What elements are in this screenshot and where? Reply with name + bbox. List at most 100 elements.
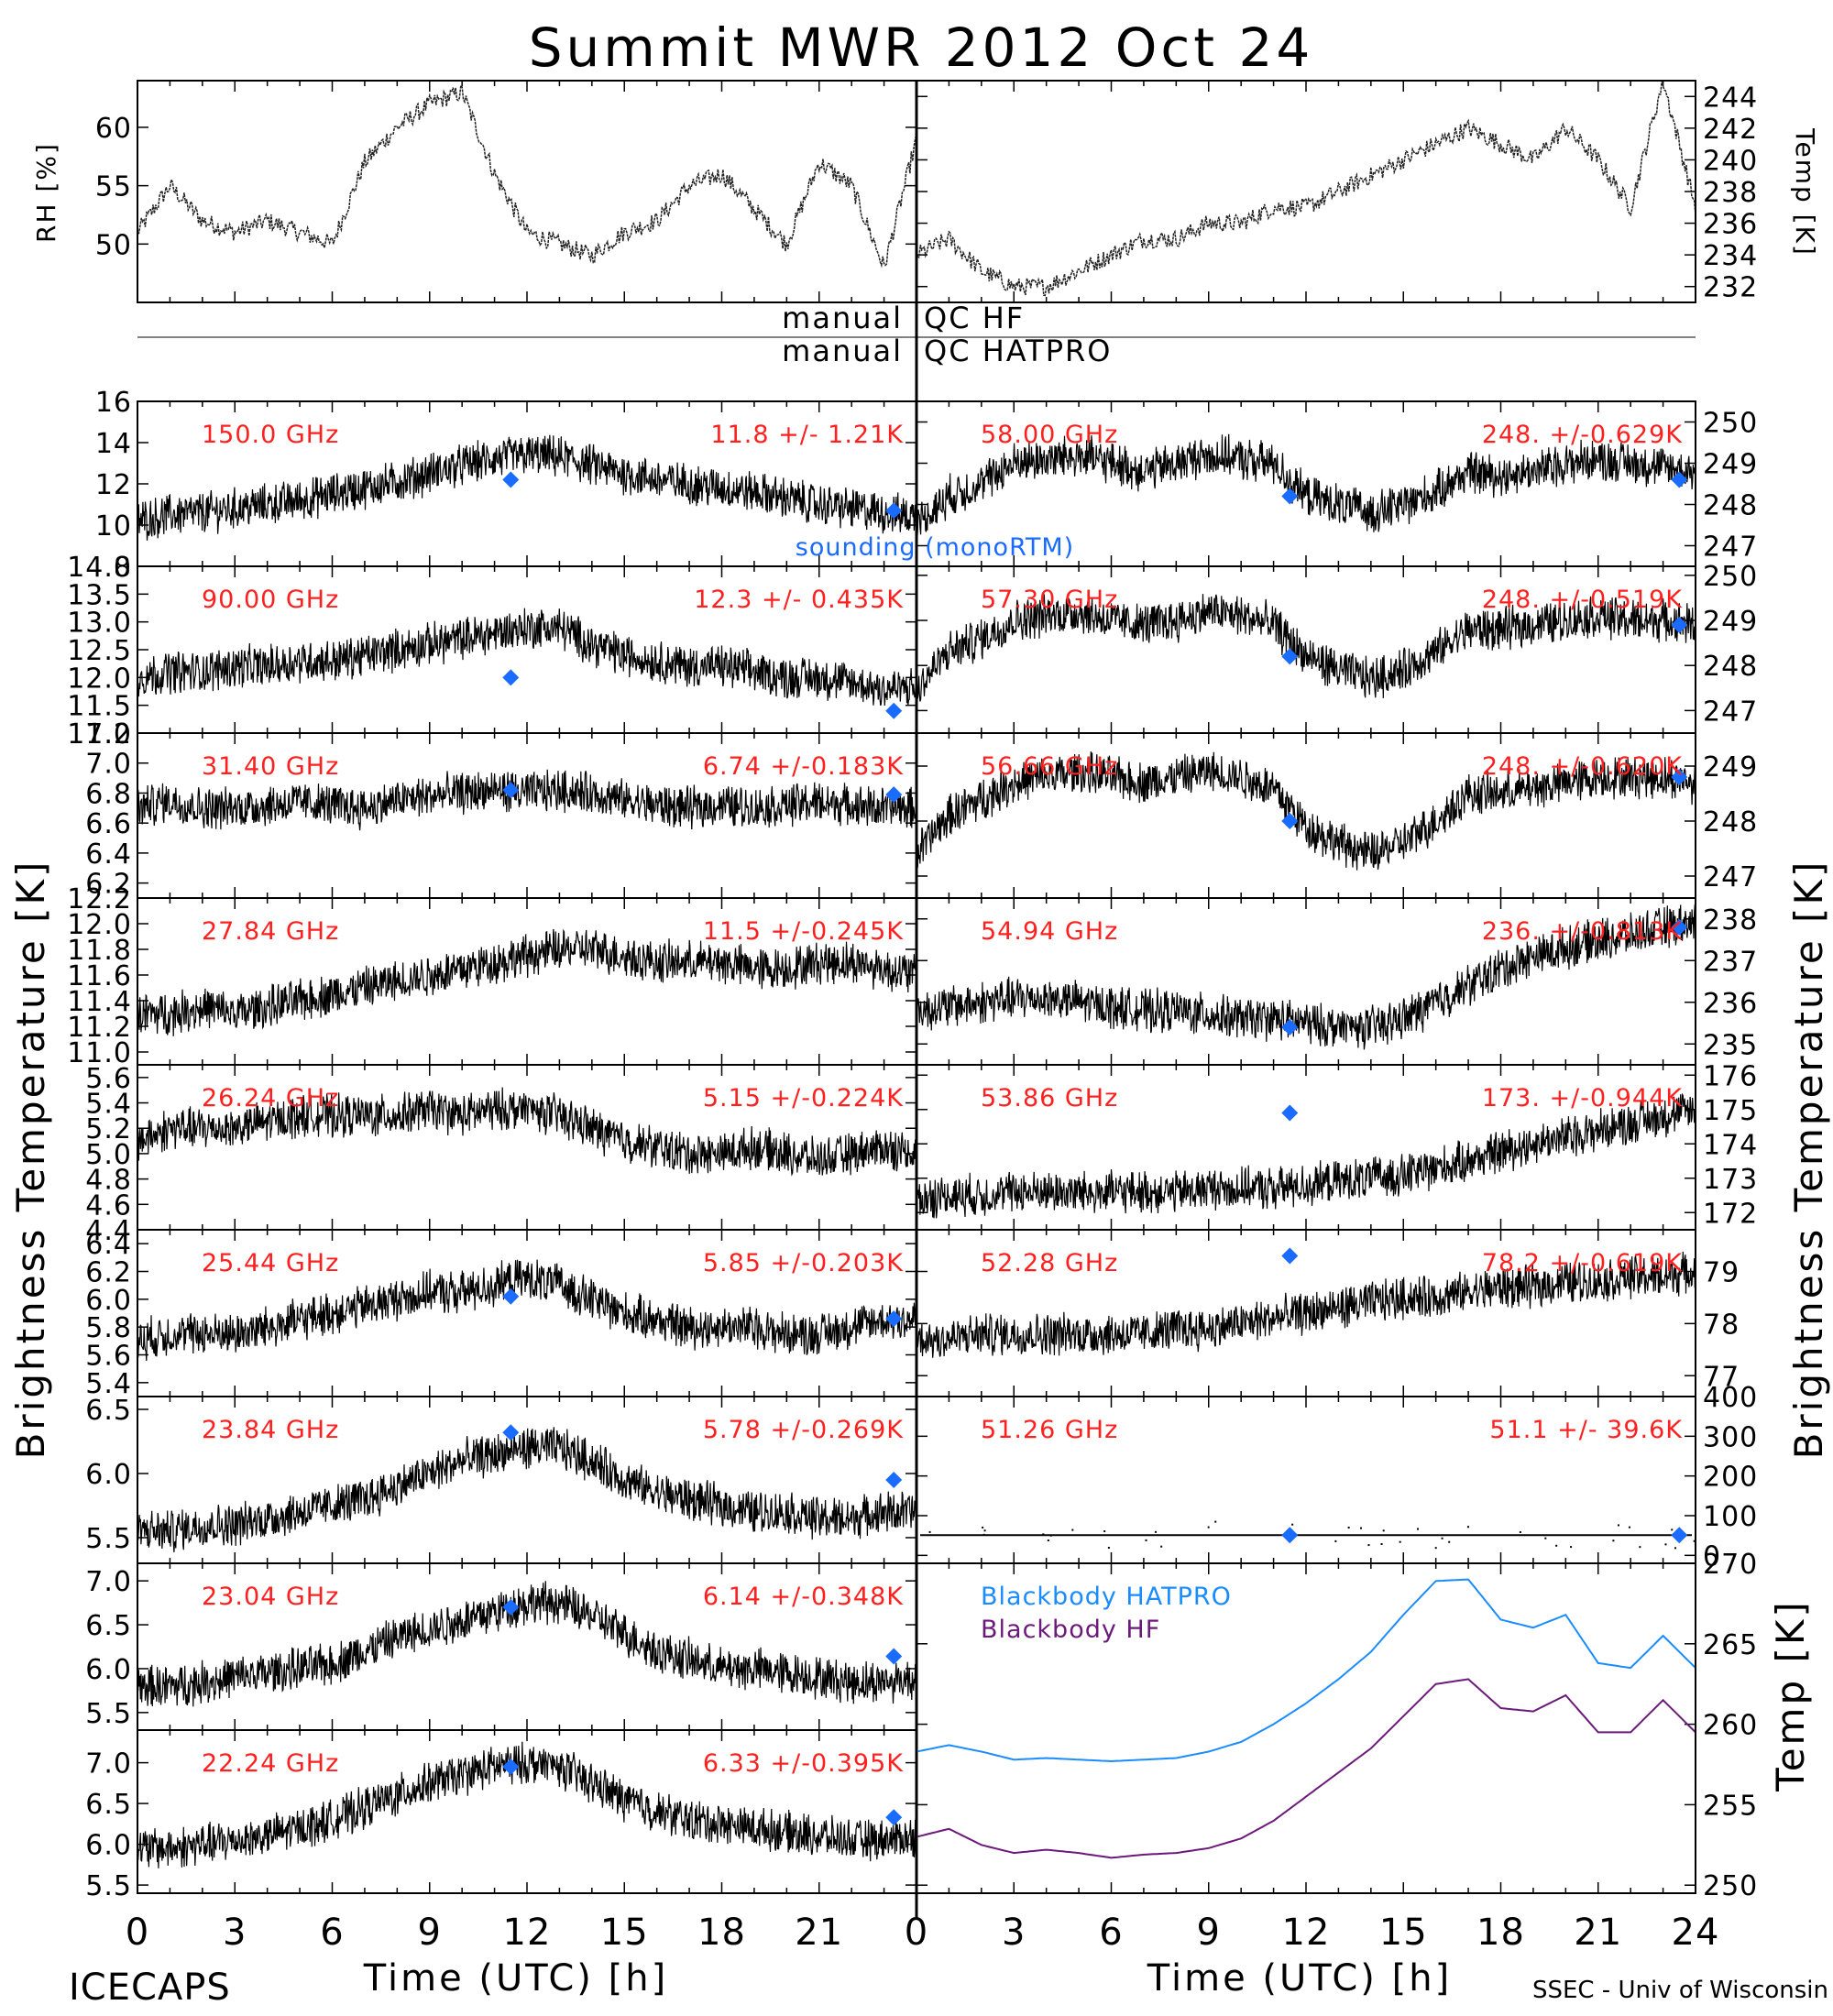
channel-label: 23.04 GHz bbox=[202, 1583, 339, 1611]
temp-frame bbox=[916, 80, 1696, 303]
data-trace bbox=[137, 1427, 916, 1552]
qc-label-left-1: manual bbox=[782, 301, 903, 335]
y-tick-label: 13.0 bbox=[67, 608, 132, 640]
data-point bbox=[1416, 1528, 1419, 1530]
y-tick-label: 6.8 bbox=[85, 778, 132, 810]
y-tick-label: 5.6 bbox=[85, 1341, 132, 1373]
y-tick-label: 8 bbox=[114, 552, 132, 584]
left-ylabel: Brightness Temperature [K] bbox=[8, 860, 53, 1460]
data-point bbox=[1071, 1528, 1074, 1531]
y-tick-label: 300 bbox=[1703, 1421, 1758, 1453]
y-tick-label: 248 bbox=[1703, 806, 1758, 838]
y-tick-label: 249 bbox=[1703, 606, 1758, 638]
data-trace bbox=[137, 434, 916, 541]
channel-panel-5800: 247 248 249 250 58.00 GHz 248. +/-0.629K bbox=[916, 401, 1757, 566]
data-point bbox=[1155, 1530, 1158, 1533]
channel-label: 26.24 GHz bbox=[202, 1084, 339, 1112]
x-tick-label: 15 bbox=[600, 1912, 649, 1954]
channel-stats: 5.15 +/-0.224K bbox=[703, 1084, 904, 1112]
y-tick-label: 78 bbox=[1703, 1309, 1740, 1341]
y-tick-label: 6.0 bbox=[85, 1285, 132, 1317]
data-point bbox=[1382, 1529, 1385, 1532]
y-tick-label: 5.4 bbox=[85, 1089, 132, 1121]
channel-panel-1500: 8 10 12 14 16 150.0 GHz 11.8 +/- 1.21K sounding… bbox=[95, 387, 1074, 584]
data-point bbox=[1367, 1544, 1370, 1547]
sounding-marker bbox=[1671, 616, 1688, 633]
channel-panel-5666: 247 248 249 56.66 GHz 248. +/-0.620K bbox=[916, 733, 1758, 898]
data-point bbox=[1570, 1546, 1573, 1549]
x-tick-label: 21 bbox=[1574, 1912, 1622, 1954]
y-tick-label: 265 bbox=[1703, 1629, 1758, 1661]
sounding-marker bbox=[1671, 1527, 1688, 1544]
channel-stats: 51.1 +/- 39.6K bbox=[1489, 1416, 1683, 1444]
sounding-marker bbox=[1281, 1019, 1299, 1036]
y-tick-label: 11.0 bbox=[67, 1037, 132, 1069]
temp-ylabel: Temp [K] bbox=[1790, 127, 1820, 257]
y-tick-label: 60 bbox=[95, 113, 132, 145]
y-tick-label: 200 bbox=[1703, 1462, 1758, 1494]
blackbody-series-line bbox=[916, 1678, 1696, 1859]
channel-stats: 5.85 +/-0.203K bbox=[703, 1249, 904, 1277]
channel-stats: 6.74 +/-0.183K bbox=[703, 752, 904, 781]
channel-label: 90.00 GHz bbox=[202, 586, 339, 614]
y-tick-label: 5.5 bbox=[85, 1523, 132, 1555]
footer-left: ICECAPS bbox=[69, 1967, 231, 2009]
y-tick-label: 100 bbox=[1703, 1501, 1758, 1533]
sounding-marker bbox=[502, 1287, 520, 1305]
y-tick-label: 50 bbox=[95, 229, 132, 261]
rh-frame bbox=[137, 80, 917, 303]
y-tick-label: 260 bbox=[1703, 1710, 1758, 1742]
y-tick-label: 5.8 bbox=[85, 1312, 132, 1344]
y-tick-label: 4.6 bbox=[85, 1189, 132, 1222]
y-tick-label: 176 bbox=[1703, 1060, 1758, 1092]
data-point bbox=[1639, 1546, 1641, 1549]
data-point bbox=[1145, 1539, 1147, 1541]
y-tick-label: 6.0 bbox=[85, 1830, 132, 1862]
footer-right: SSEC - Univ of Wisconsin bbox=[1532, 1977, 1828, 2004]
data-point bbox=[1214, 1520, 1217, 1523]
y-tick-label: 248 bbox=[1703, 651, 1758, 683]
channel-panel-2224: 5.5 6.0 6.5 7.0 22.24 GHz 6.33 +/-0.395K bbox=[85, 1730, 917, 1902]
channel-panel-5228: 77 78 79 52.28 GHz 78.2 +/-0.619K bbox=[916, 1230, 1740, 1397]
sounding-marker bbox=[502, 471, 520, 488]
x-tick-label: 6 bbox=[1099, 1912, 1123, 1954]
sounding-marker bbox=[502, 1424, 520, 1441]
data-point bbox=[1291, 1523, 1294, 1526]
y-tick-label: 0 bbox=[1703, 1540, 1721, 1572]
x-tick-label: 3 bbox=[223, 1912, 247, 1954]
sounding-marker bbox=[885, 1648, 903, 1665]
y-tick-label: 172 bbox=[1703, 1198, 1758, 1230]
legend-entry: Blackbody HATPRO bbox=[981, 1583, 1232, 1611]
y-tick-label: 174 bbox=[1703, 1129, 1758, 1161]
channel-stats: 11.8 +/- 1.21K bbox=[710, 421, 904, 449]
channel-stats: 236. +/-0.813K bbox=[1482, 917, 1683, 946]
channel-stats: 173. +/-0.944K bbox=[1482, 1084, 1683, 1112]
data-point bbox=[1334, 1539, 1337, 1542]
data-trace bbox=[137, 928, 916, 1036]
xlabel-left: Time (UTC) [h] bbox=[363, 1957, 668, 2000]
y-tick-label: 79 bbox=[1703, 1257, 1740, 1289]
data-trace bbox=[916, 594, 1696, 702]
data-point bbox=[1448, 1540, 1451, 1543]
sounding-marker bbox=[502, 782, 520, 799]
data-point bbox=[1042, 1533, 1045, 1536]
data-trace bbox=[137, 1259, 916, 1362]
y-tick-label: 249 bbox=[1703, 751, 1758, 783]
data-trace bbox=[137, 769, 916, 831]
channel-label: 58.00 GHz bbox=[981, 421, 1118, 449]
data-point bbox=[1047, 1539, 1049, 1542]
sounding-marker bbox=[1281, 1247, 1299, 1265]
y-tick-label: 238 bbox=[1703, 177, 1758, 209]
x-tick-label: 12 bbox=[1282, 1912, 1331, 1954]
y-tick-label: 5.5 bbox=[85, 1870, 132, 1902]
y-tick-label: 6.4 bbox=[85, 838, 132, 871]
sounding-note: sounding (monoRTM) bbox=[796, 533, 1074, 562]
data-point bbox=[1612, 1539, 1615, 1542]
sounding-marker bbox=[1281, 1104, 1299, 1122]
channel-stats: 6.14 +/-0.348K bbox=[703, 1583, 904, 1611]
y-tick-label: 173 bbox=[1703, 1164, 1758, 1196]
data-trace bbox=[137, 608, 916, 707]
y-tick-label: 235 bbox=[1703, 1029, 1758, 1061]
